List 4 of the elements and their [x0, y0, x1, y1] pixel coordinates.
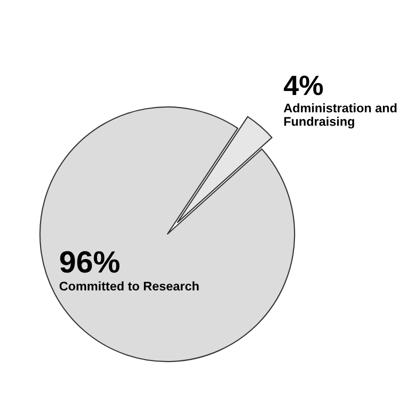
data-label: 96%: [60, 251, 120, 273]
data-label: 4%: [284, 76, 323, 96]
slice-label: Committed to Research: [60, 281, 199, 291]
slice-label: Administration and Fundraising: [284, 103, 397, 128]
